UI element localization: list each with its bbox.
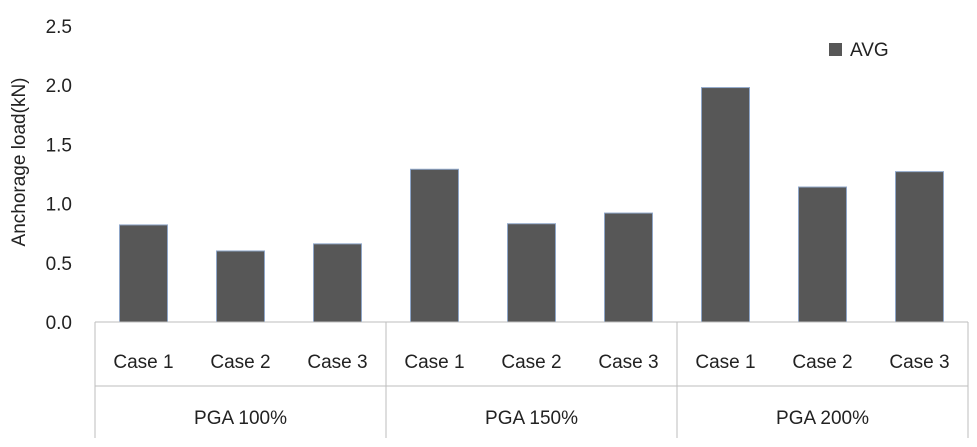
bar: [798, 186, 847, 323]
bar: [313, 243, 362, 323]
y-axis: 0.0 0.5 1.0 1.5 2.0 2.5: [46, 17, 72, 334]
x-tick-label: Case 1: [113, 352, 173, 373]
y-tick-label: 2.0: [46, 76, 72, 97]
x-tick-label: Case 3: [598, 352, 658, 373]
x-axis: Case 1 Case 2 Case 3 PGA 100% Case 1 Case 2 Ca…: [94, 321, 969, 438]
bar: [895, 171, 944, 323]
x-tick-label: Case 3: [307, 352, 367, 373]
x-tick-label: Case 2: [792, 352, 852, 373]
legend-swatch: [829, 43, 842, 56]
bar: [216, 250, 265, 323]
y-axis-title: Anchorage load(kN): [9, 78, 30, 247]
y-tick-label: 1.5: [46, 135, 72, 156]
bar: [701, 87, 750, 323]
group-label: PGA 200%: [776, 408, 869, 429]
bar: [604, 212, 653, 323]
x-tick-label: Case 3: [889, 352, 949, 373]
y-tick-label: 1.0: [46, 195, 72, 216]
x-tick-label: Case 1: [695, 352, 755, 373]
y-tick-label: 0.5: [46, 254, 72, 275]
bar: [507, 223, 556, 323]
legend-label: AVG: [850, 40, 889, 61]
legend: AVG: [829, 40, 889, 61]
x-tick-label: Case 1: [404, 352, 464, 373]
bars: [119, 87, 944, 323]
group-label: PGA 100%: [194, 408, 287, 429]
bar: [410, 168, 459, 323]
y-tick-label: 0.0: [46, 313, 72, 334]
x-tick-label: Case 2: [501, 352, 561, 373]
y-tick-label: 2.5: [46, 17, 72, 38]
bar: [119, 224, 168, 323]
group-label: PGA 150%: [485, 408, 578, 429]
x-tick-label: Case 2: [210, 352, 270, 373]
